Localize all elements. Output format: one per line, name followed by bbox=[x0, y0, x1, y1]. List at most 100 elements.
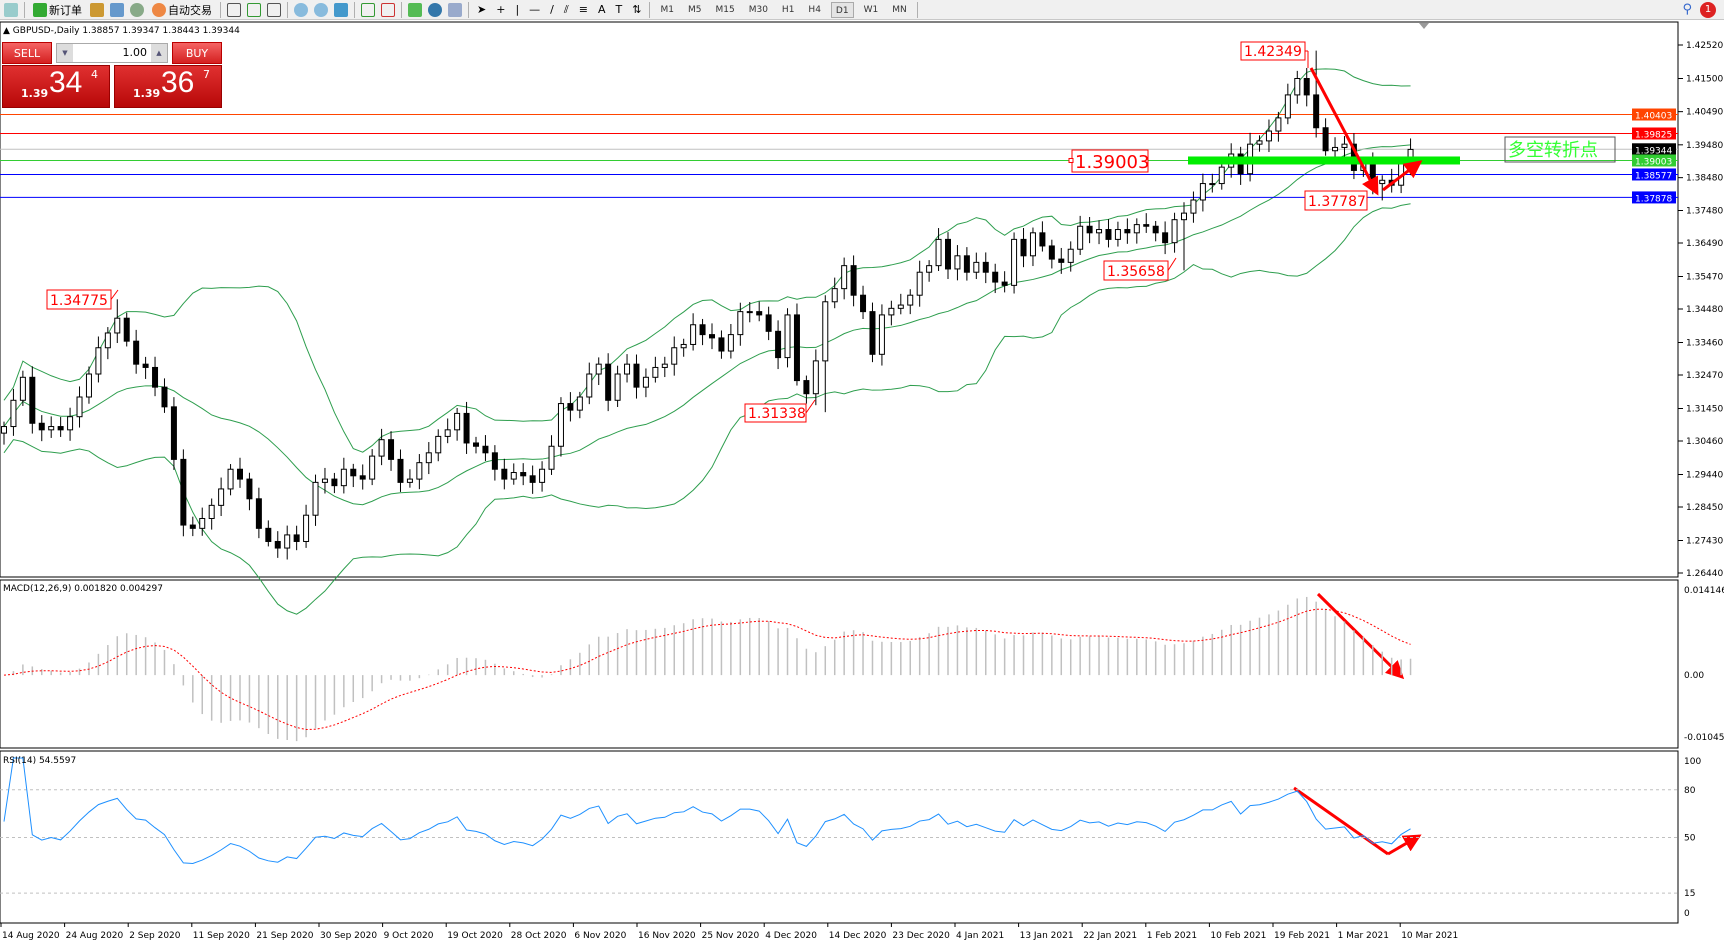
candle bbox=[199, 507, 206, 536]
candle bbox=[614, 365, 621, 407]
bid-price-button[interactable]: 1.39 34 4 bbox=[2, 65, 110, 108]
price-tick-label: 1.30460 bbox=[1686, 437, 1723, 447]
candle bbox=[95, 336, 102, 383]
crosshair-icon[interactable]: + bbox=[496, 3, 506, 16]
label-icon[interactable]: T bbox=[615, 3, 623, 16]
auto-scroll-icon[interactable] bbox=[361, 2, 375, 17]
templates-icon[interactable] bbox=[448, 2, 462, 17]
separator bbox=[916, 1, 918, 18]
toolbar: 新订单 自动交易 ➤ + | — / ⫽ ≡ A T ⇅ M1 M5 M15 M… bbox=[0, 0, 1724, 20]
navigator-icon[interactable] bbox=[110, 2, 124, 17]
new-order-label: 新订单 bbox=[49, 3, 82, 17]
candle-body bbox=[1313, 94, 1320, 129]
new-order-icon bbox=[33, 2, 47, 17]
candle bbox=[265, 520, 272, 547]
candle bbox=[218, 477, 225, 517]
line-chart-icon[interactable] bbox=[267, 2, 281, 17]
vertical-line-icon[interactable]: | bbox=[515, 3, 520, 16]
candle-body bbox=[48, 426, 55, 431]
price-label: 1.39825 bbox=[1635, 130, 1672, 140]
candle-body bbox=[1143, 224, 1150, 227]
bar-chart-icon[interactable] bbox=[227, 2, 241, 17]
timeframe-m15[interactable]: M15 bbox=[715, 4, 735, 15]
notification-badge[interactable]: 1 bbox=[1700, 1, 1716, 18]
timeframe-m1[interactable]: M1 bbox=[660, 4, 674, 15]
candle bbox=[982, 252, 989, 284]
candle bbox=[793, 303, 800, 386]
rsi-tick-label: 50 bbox=[1684, 834, 1696, 844]
search-icon[interactable]: ⚲ bbox=[1682, 2, 1692, 17]
candle bbox=[161, 378, 168, 413]
cursor-icon[interactable]: ➤ bbox=[477, 3, 487, 16]
candle-body bbox=[850, 265, 857, 296]
candle-body bbox=[982, 261, 989, 273]
candle bbox=[463, 401, 470, 454]
market-watch-icon[interactable] bbox=[90, 2, 104, 17]
candle bbox=[973, 252, 980, 280]
candle bbox=[775, 320, 782, 370]
date-label: 13 Jan 2021 bbox=[1020, 931, 1074, 941]
timeframe-d1[interactable]: D1 bbox=[830, 1, 854, 18]
timeframe-m5[interactable]: M5 bbox=[687, 4, 702, 15]
timeframe-m30[interactable]: M30 bbox=[748, 4, 768, 15]
candlestick-chart-icon[interactable] bbox=[247, 2, 261, 17]
candle-body bbox=[973, 261, 980, 273]
candle bbox=[189, 516, 196, 537]
bollinger-upper bbox=[3, 68, 1411, 453]
candle-body bbox=[425, 452, 432, 464]
price-tick-label: 1.32470 bbox=[1686, 371, 1723, 381]
price-annotation-box bbox=[1304, 190, 1368, 211]
timeframe-w1[interactable]: W1 bbox=[863, 4, 879, 15]
candle bbox=[945, 232, 951, 280]
candle-body bbox=[878, 314, 885, 355]
buy-button[interactable]: BUY bbox=[172, 42, 222, 64]
chart-shift-icon[interactable] bbox=[381, 2, 395, 17]
new-order-button[interactable]: 新订单 bbox=[31, 1, 84, 19]
date-label: 30 Sep 2020 bbox=[320, 931, 377, 941]
candle bbox=[321, 467, 328, 494]
candle bbox=[1379, 175, 1386, 201]
lot-size-stepper[interactable]: ▼ 1.00 ▲ bbox=[56, 43, 168, 63]
date-label: 22 Jan 2021 bbox=[1083, 931, 1137, 941]
periods-icon[interactable] bbox=[428, 2, 442, 17]
lot-increase-button[interactable]: ▲ bbox=[151, 44, 167, 62]
one-click-trading-panel: SELL ▼ 1.00 ▲ BUY 1.39 34 4 1.39 36 7 bbox=[2, 42, 222, 108]
horizontal-line-icon[interactable]: — bbox=[529, 3, 541, 16]
indicators-icon[interactable] bbox=[408, 2, 422, 17]
lot-decrease-button[interactable]: ▼ bbox=[57, 44, 73, 62]
chart-title: ▲ GBPUSD-,Daily 1.38857 1.39347 1.38443 … bbox=[3, 26, 240, 36]
fibonacci-icon[interactable]: ≡ bbox=[578, 3, 588, 16]
timeframe-h4[interactable]: H4 bbox=[808, 4, 821, 15]
zoom-tool-icon[interactable] bbox=[4, 2, 18, 17]
ask-price-button[interactable]: 1.39 36 7 bbox=[114, 65, 222, 108]
text-icon[interactable]: A bbox=[598, 3, 606, 16]
lot-size-input[interactable]: 1.00 bbox=[122, 46, 148, 59]
candle bbox=[1114, 221, 1121, 247]
candle-body bbox=[945, 238, 951, 270]
candle-body bbox=[227, 468, 234, 490]
auto-trading-button[interactable]: 自动交易 bbox=[150, 1, 214, 19]
candle-body bbox=[841, 265, 848, 290]
timeframe-mn[interactable]: MN bbox=[892, 4, 907, 15]
candle-body bbox=[831, 288, 838, 303]
zoom-out-icon[interactable] bbox=[314, 2, 328, 17]
annotation-leader bbox=[110, 289, 119, 300]
zoom-in-icon[interactable] bbox=[294, 2, 308, 17]
trendline-icon[interactable]: / bbox=[550, 3, 554, 16]
candle-body bbox=[1058, 258, 1065, 263]
candle bbox=[1265, 119, 1272, 153]
candle bbox=[1313, 50, 1320, 138]
arrows-icon[interactable]: ⇅ bbox=[632, 3, 642, 16]
tile-windows-icon[interactable] bbox=[334, 2, 348, 17]
candle-body bbox=[746, 311, 753, 314]
timeframe-h1[interactable]: H1 bbox=[781, 4, 795, 15]
candle-body bbox=[586, 373, 593, 398]
candle-body bbox=[1322, 127, 1329, 152]
channel-icon[interactable]: ⫽ bbox=[563, 2, 569, 16]
signals-icon[interactable] bbox=[130, 2, 144, 17]
candle bbox=[303, 504, 310, 548]
sell-button[interactable]: SELL bbox=[2, 42, 52, 64]
candle bbox=[1105, 219, 1112, 248]
candle bbox=[595, 357, 602, 386]
